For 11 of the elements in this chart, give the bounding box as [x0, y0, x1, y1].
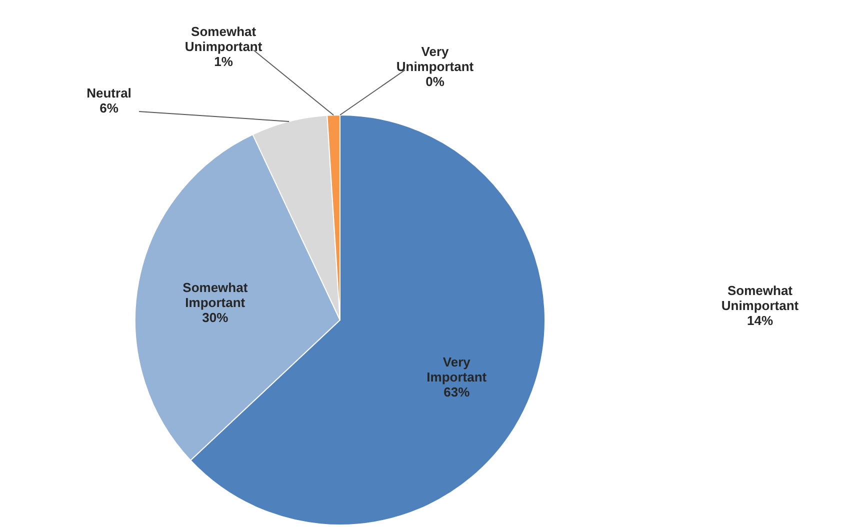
- slice-label: Very Important: [426, 354, 488, 384]
- data-label: 63%: [444, 384, 470, 400]
- data-label: 6%: [100, 100, 119, 116]
- text: Somewhat Unimportant 14%: [721, 283, 800, 328]
- category-label: Very Unimportant: [396, 44, 474, 74]
- data-label: 30%: [202, 310, 229, 326]
- slice-label: Somewhat Unimportant: [184, 24, 263, 54]
- text: 0%: [426, 74, 444, 89]
- slice-label: Neutral: [86, 85, 132, 100]
- slice-label: Somewhat Important: [182, 280, 248, 310]
- data-label: 1%: [214, 54, 234, 70]
